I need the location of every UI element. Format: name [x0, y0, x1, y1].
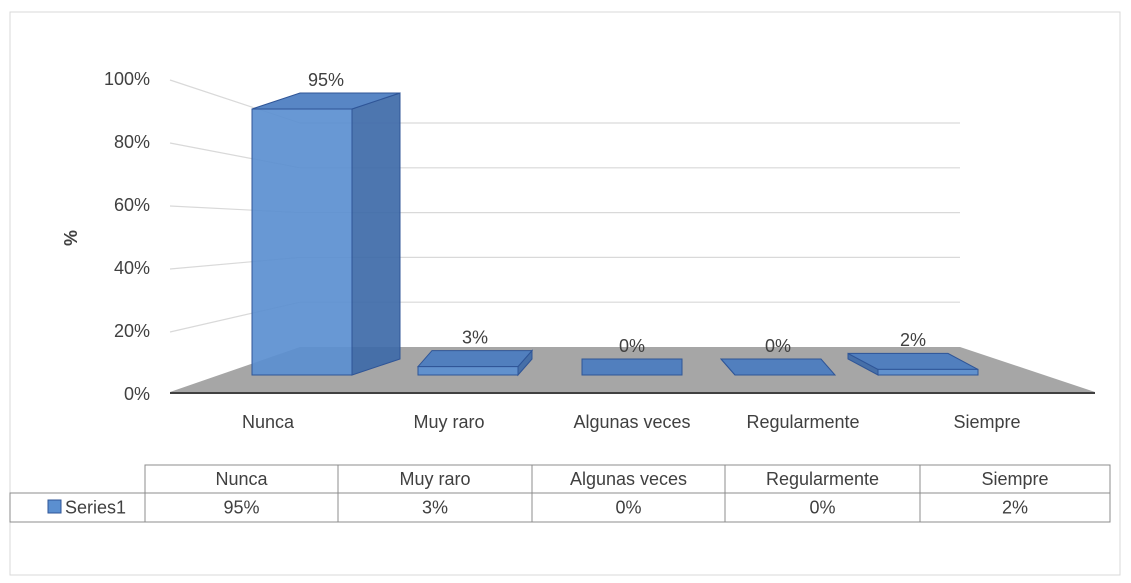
- value-label: 95%: [308, 70, 344, 90]
- x-tick-label: Siempre: [953, 412, 1020, 432]
- table-value: 0%: [809, 497, 835, 517]
- x-tick-label: Algunas veces: [573, 412, 690, 432]
- table-value: 0%: [615, 497, 641, 517]
- y-tick-label: 40%: [114, 258, 150, 278]
- bar: [251, 92, 401, 376]
- table-header: Nunca: [215, 469, 268, 489]
- bar-top: [719, 358, 837, 376]
- legend-key: [47, 499, 62, 514]
- value-label: 2%: [900, 330, 926, 350]
- x-tick-label: Regularmente: [746, 412, 859, 432]
- y-tick-label: 100%: [104, 69, 150, 89]
- table-cell: [919, 492, 1111, 523]
- table-header: Algunas veces: [570, 469, 687, 489]
- y-tick-label: 60%: [114, 195, 150, 215]
- value-label: 0%: [765, 336, 791, 356]
- bar: [847, 352, 979, 376]
- bar: [581, 358, 683, 376]
- value-label: 0%: [619, 336, 645, 356]
- bar-front: [251, 108, 353, 376]
- y-axis-label: %: [61, 230, 81, 246]
- bar-front: [877, 368, 979, 376]
- table-header: Muy raro: [399, 469, 470, 489]
- bar: [719, 358, 837, 376]
- chart-frame: [9, 11, 1121, 576]
- bar-side: [351, 92, 401, 376]
- x-tick-label: Muy raro: [413, 412, 484, 432]
- value-label: 3%: [462, 327, 488, 347]
- bar: [416, 349, 534, 377]
- bar-top: [581, 358, 683, 376]
- legend-label: Series1: [65, 497, 126, 517]
- table-header: Siempre: [981, 469, 1048, 489]
- y-tick-label: 0%: [124, 384, 150, 404]
- table-value: 3%: [422, 497, 448, 517]
- y-tick-label: 80%: [114, 132, 150, 152]
- table-value: 95%: [223, 497, 259, 517]
- table-cell: [9, 492, 146, 523]
- table-value: 2%: [1002, 497, 1028, 517]
- y-tick-label: 20%: [114, 321, 150, 341]
- table-header: Regularmente: [766, 469, 879, 489]
- bar-top: [416, 350, 534, 368]
- x-tick-label: Nunca: [242, 412, 295, 432]
- bar-front: [417, 366, 519, 376]
